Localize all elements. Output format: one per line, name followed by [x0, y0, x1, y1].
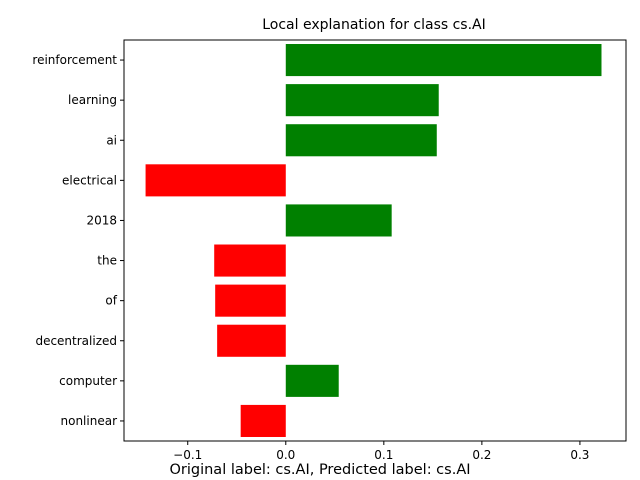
bar-computer: [285, 364, 339, 397]
plot-frame: [123, 39, 627, 442]
y-tick-label: decentralized: [35, 334, 117, 348]
x-tick-label: 0.1: [374, 448, 393, 462]
bar-electrical: [145, 164, 286, 197]
prediction-caption: Original label: cs.AI, Predicted label: …: [169, 462, 470, 478]
x-tick-label: 0.2: [472, 448, 491, 462]
y-tick-label: reinforcement: [32, 53, 117, 67]
y-axis-ticks: reinforcement learning ai electrical 2018 the…: [32, 53, 124, 428]
x-axis-ticks: −0.1 0.0 0.1 0.2 0.3: [173, 441, 589, 462]
bar-decentralized: [217, 324, 286, 357]
bar-nonlinear: [240, 404, 286, 437]
bar-the: [214, 244, 286, 277]
chart-title: Local explanation for class cs.AI: [262, 17, 486, 33]
bar-reinforcement: [285, 44, 602, 77]
bar-learning: [285, 84, 439, 117]
y-tick-label: of: [105, 294, 117, 308]
y-tick-label: electrical: [62, 173, 117, 187]
x-tick-label: 0.0: [276, 448, 295, 462]
y-tick-label: nonlinear: [61, 414, 118, 428]
y-tick-label: ai: [106, 133, 117, 147]
x-tick-label: −0.1: [173, 448, 202, 462]
y-tick-label: the: [97, 254, 117, 268]
bars: [145, 44, 602, 437]
x-tick-label: 0.3: [570, 448, 589, 462]
y-tick-label: 2018: [86, 213, 117, 227]
bar-2018: [285, 204, 392, 237]
bar-ai: [285, 124, 437, 157]
y-tick-label: computer: [59, 374, 117, 388]
y-tick-label: learning: [68, 93, 117, 107]
bar-of: [215, 284, 286, 317]
